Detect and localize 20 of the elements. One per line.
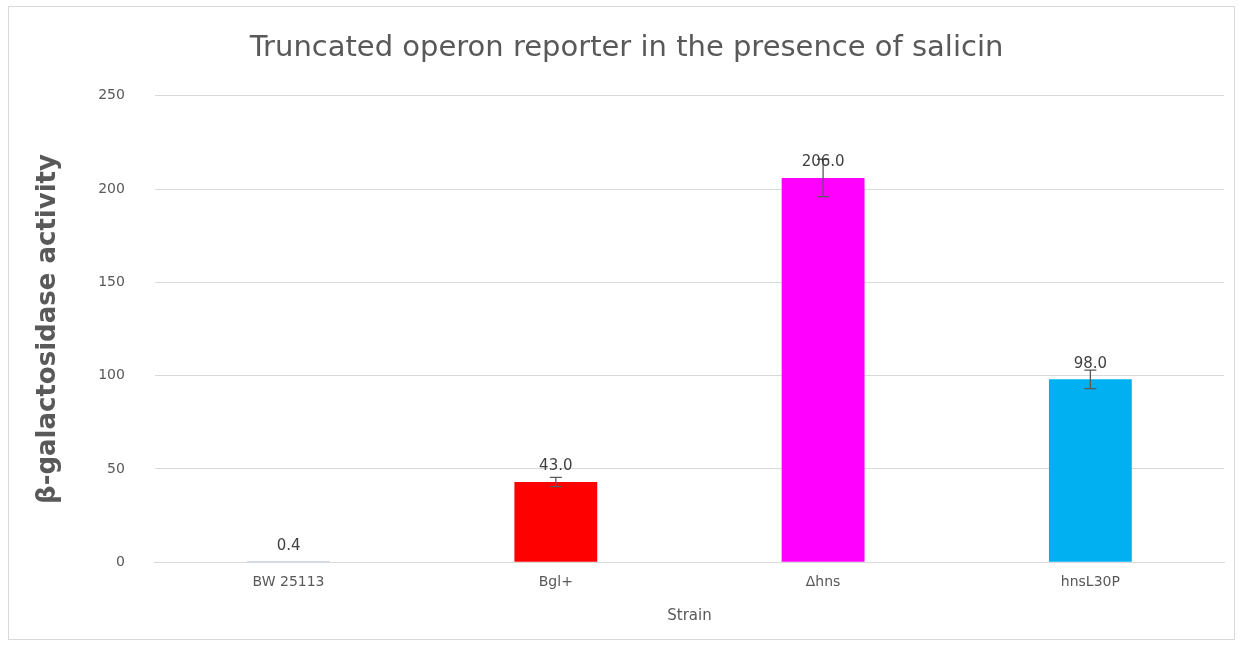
y-tick-label: 0 [116,552,125,569]
y-tick-label: 50 [107,459,125,476]
data-label: 0.4 [276,535,301,554]
x-tick-label: hnsL30P [1060,573,1120,590]
x-tick-label: BW 25113 [252,573,325,590]
y-tick-label: 100 [98,366,125,383]
y-tick-label: 200 [98,179,125,196]
bar [514,481,598,562]
y-tick-label: 250 [98,86,125,103]
bar [1048,379,1132,562]
data-label: 43.0 [539,456,573,475]
data-label: 206.0 [801,152,845,171]
bar [781,177,865,562]
x-tick-label: Bgl+ [538,573,573,590]
y-tick-label: 150 [98,273,125,289]
data-label: 98.0 [1073,353,1108,372]
chart-title: Truncated operon reporter in the presence of salicin [248,28,1004,63]
x-axis-title: Strain [667,605,712,624]
y-axis-title: β-galactosidase activity [31,153,62,504]
x-tick-label: Δhns [805,573,841,590]
